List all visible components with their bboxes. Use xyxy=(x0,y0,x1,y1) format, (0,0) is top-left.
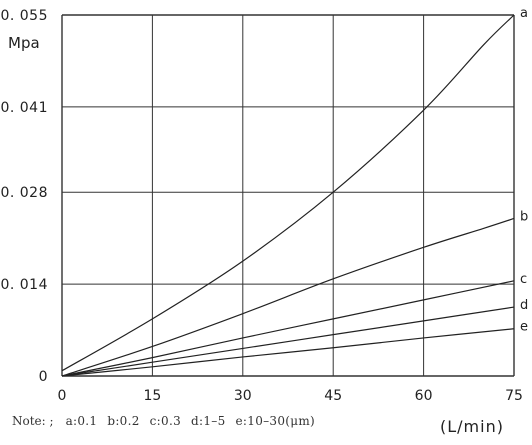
series-label-d: d xyxy=(520,298,528,313)
note-item-e: e:10–30(μm) xyxy=(235,414,316,428)
y-tick-label: 0. 041 xyxy=(0,100,48,116)
y-tick-label: 0. 055 xyxy=(0,8,48,24)
note-item-b: b:0.2 xyxy=(107,414,140,428)
series-layer xyxy=(61,14,515,377)
y-tick-label: 0 xyxy=(39,369,48,385)
note-item-d: d:1–5 xyxy=(191,414,226,428)
x-tick-label: 45 xyxy=(324,388,342,404)
x-tick-label: 60 xyxy=(415,388,433,404)
note-item-a: a:0.1 xyxy=(65,414,98,428)
x-axis-label: (L/min) xyxy=(440,417,504,436)
series-line-c xyxy=(61,280,515,377)
note-item-c: c:0.3 xyxy=(149,414,182,428)
x-tick-label: 0 xyxy=(58,388,67,404)
series-line-e xyxy=(61,328,515,377)
series-label-e: e xyxy=(520,320,528,335)
series-label-a: a xyxy=(520,6,528,21)
x-tick-label: 15 xyxy=(143,388,161,404)
series-line-b xyxy=(61,217,515,377)
y-axis-label: Mpa xyxy=(8,34,40,52)
series-line-d xyxy=(61,306,515,377)
series-line-a xyxy=(61,14,515,372)
series-label-b: b xyxy=(520,209,528,224)
grid xyxy=(61,14,515,377)
y-tick-label: 0. 028 xyxy=(0,185,48,201)
labels-layer: 0 15 30 45 60 75 0 0. 014 0. 028 0. 041 0. 055 Mpa (… xyxy=(0,6,528,436)
y-tick-label: 0. 014 xyxy=(0,277,48,293)
series-label-c: c xyxy=(520,272,527,287)
note-label: Note: ; xyxy=(12,414,54,428)
note: Note: ; a:0.1 b:0.2 c:0.3 d:1–5 e:10–30(… xyxy=(12,414,319,434)
x-tick-label: 75 xyxy=(505,388,523,404)
x-tick-label: 30 xyxy=(234,388,252,404)
